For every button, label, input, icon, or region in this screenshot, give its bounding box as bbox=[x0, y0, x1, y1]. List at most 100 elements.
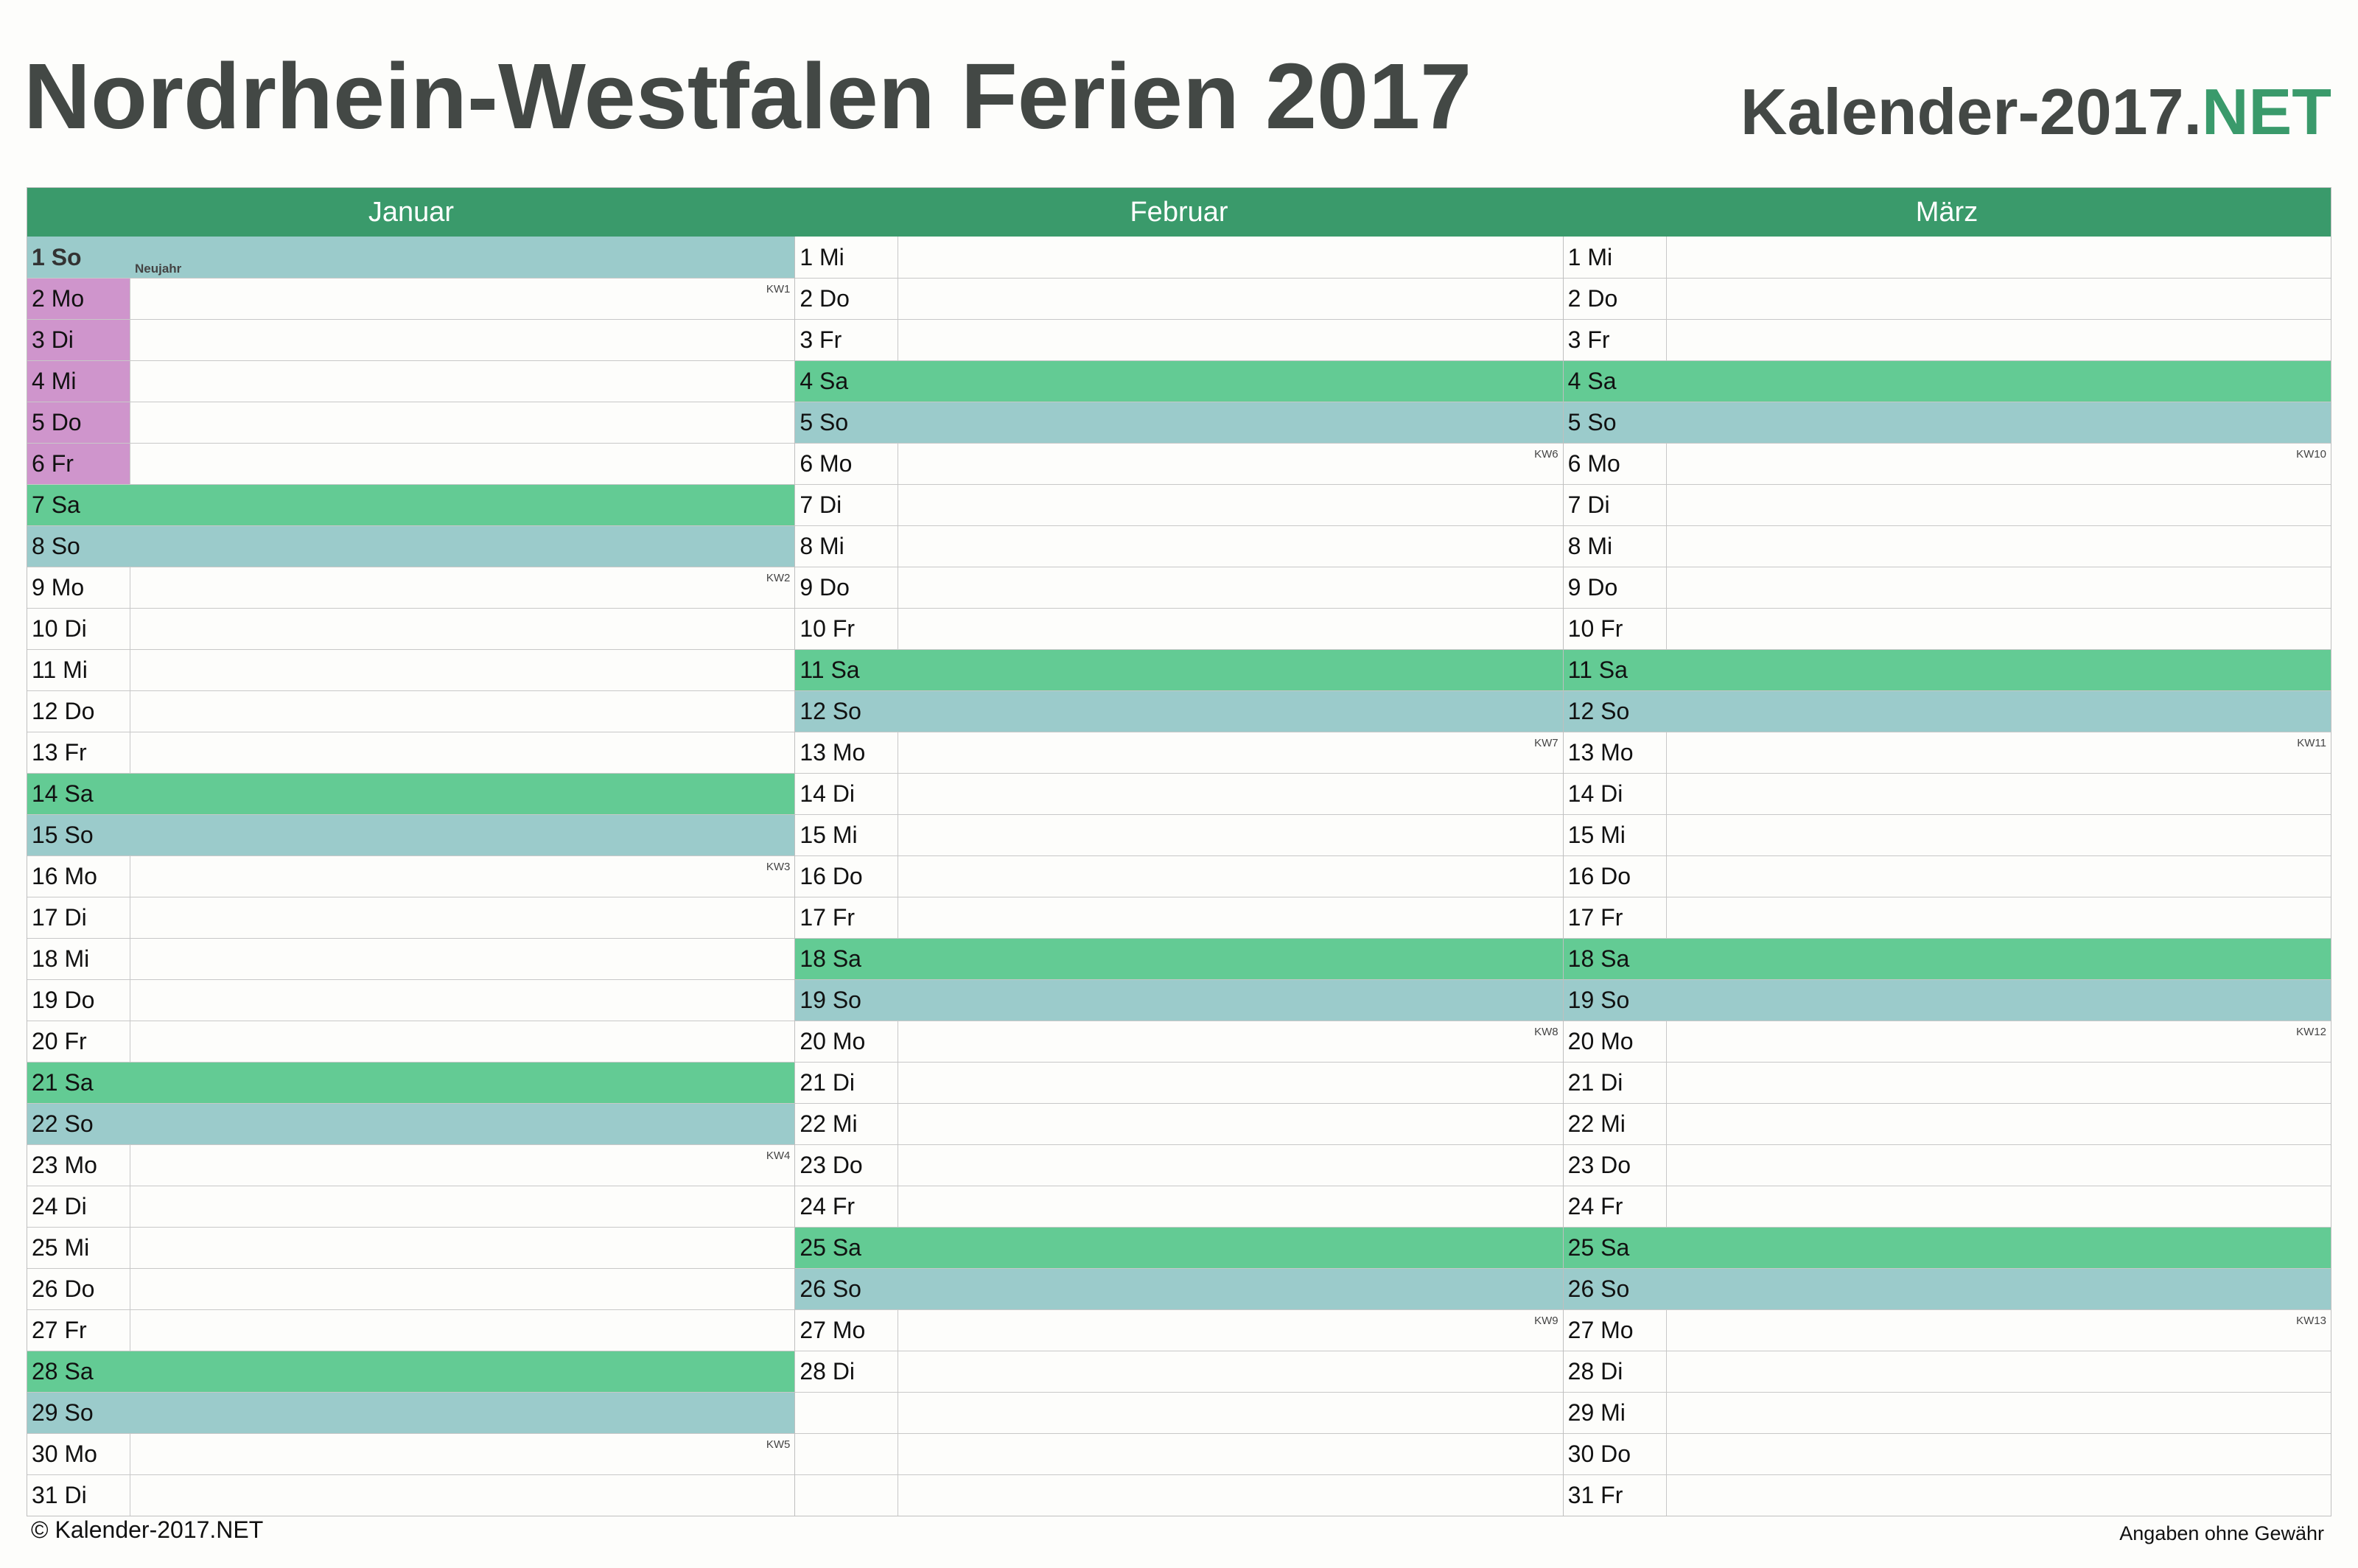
day-label: 13 Mo bbox=[1564, 732, 1667, 773]
brand-logo[interactable]: Kalender-2017.NET bbox=[1740, 80, 2331, 144]
day-label: 30 Do bbox=[1564, 1434, 1667, 1474]
day-label: 1 Mi bbox=[795, 237, 899, 278]
day-row: 10 Fr bbox=[795, 608, 1563, 649]
day-row: 2 Do bbox=[1563, 278, 2331, 319]
day-row: 21 Sa bbox=[27, 1062, 795, 1103]
day-note-cell bbox=[898, 1475, 1562, 1516]
day-row: 19 So bbox=[795, 979, 1563, 1021]
day-note-cell: KW6 bbox=[898, 444, 1562, 484]
day-note-cell: KW10 bbox=[1667, 444, 2331, 484]
day-row: 17 Di bbox=[27, 897, 795, 938]
day-label bbox=[795, 1434, 899, 1474]
day-note-cell bbox=[898, 361, 1562, 402]
day-label: 18 Mi bbox=[27, 939, 130, 979]
day-label: 18 Sa bbox=[1564, 939, 1667, 979]
day-note-cell bbox=[130, 526, 794, 567]
day-label: 3 Fr bbox=[1564, 320, 1667, 360]
day-label: 24 Fr bbox=[1564, 1186, 1667, 1227]
day-label: 23 Do bbox=[1564, 1145, 1667, 1186]
day-row: 24 Fr bbox=[795, 1186, 1563, 1227]
month-header-februar: Februar bbox=[1130, 196, 1228, 228]
day-label: 19 So bbox=[1564, 980, 1667, 1021]
calendar-table: Januar Februar März 1 So Neujahr 2 Mo KW1 3 … bbox=[27, 187, 2331, 1516]
day-label: 1 Mi bbox=[1564, 237, 1667, 278]
day-row: 2 Do bbox=[795, 278, 1563, 319]
day-row: 10 Di bbox=[27, 608, 795, 649]
day-row: 16 Mo KW3 bbox=[27, 855, 795, 897]
day-note-cell bbox=[898, 856, 1562, 897]
day-row: 30 Mo KW5 bbox=[27, 1433, 795, 1474]
disclaimer-text: Angaben ohne Gewähr bbox=[2119, 1522, 2324, 1544]
day-note-cell bbox=[130, 980, 794, 1021]
day-note-cell bbox=[1667, 526, 2331, 567]
day-note-cell bbox=[1667, 567, 2331, 608]
day-label: 21 Di bbox=[1564, 1063, 1667, 1103]
day-label: 5 So bbox=[795, 402, 899, 443]
day-note-cell bbox=[898, 237, 1562, 278]
day-note-cell: Neujahr bbox=[130, 237, 794, 278]
day-label: 19 So bbox=[795, 980, 899, 1021]
day-row: 27 Mo KW13 bbox=[1563, 1309, 2331, 1351]
day-row: 9 Do bbox=[795, 567, 1563, 608]
day-row: 17 Fr bbox=[795, 897, 1563, 938]
day-note-cell: KW9 bbox=[898, 1310, 1562, 1351]
brand-main: Kalender-2017. bbox=[1740, 75, 2202, 148]
day-note-cell bbox=[130, 1475, 794, 1516]
day-row: 23 Do bbox=[1563, 1144, 2331, 1186]
day-label: 13 Mo bbox=[795, 732, 899, 773]
day-row: 14 Di bbox=[795, 773, 1563, 814]
day-row: 20 Mo KW8 bbox=[795, 1021, 1563, 1062]
day-label: 22 So bbox=[27, 1104, 130, 1144]
day-note-cell bbox=[1667, 897, 2331, 938]
day-row: 5 Do bbox=[27, 402, 795, 443]
day-note-cell: KW5 bbox=[130, 1434, 794, 1474]
day-label: 17 Fr bbox=[1564, 897, 1667, 938]
day-row: 4 Sa bbox=[795, 360, 1563, 402]
day-note-cell bbox=[130, 609, 794, 649]
week-number: KW11 bbox=[2297, 737, 2326, 749]
day-row: 6 Mo KW10 bbox=[1563, 443, 2331, 484]
holiday-label: Neujahr bbox=[135, 262, 182, 276]
day-row: 8 So bbox=[27, 525, 795, 567]
day-row: 1 Mi bbox=[1563, 237, 2331, 278]
day-label: 31 Di bbox=[27, 1475, 130, 1516]
day-row: 1 Mi bbox=[795, 237, 1563, 278]
day-label: 15 So bbox=[27, 815, 130, 855]
day-note-cell bbox=[898, 1186, 1562, 1227]
day-row: 13 Mo KW11 bbox=[1563, 732, 2331, 773]
day-label: 27 Mo bbox=[1564, 1310, 1667, 1351]
day-label: 25 Mi bbox=[27, 1228, 130, 1268]
day-label: 2 Mo bbox=[27, 279, 130, 319]
day-note-cell bbox=[1667, 1269, 2331, 1309]
day-note-cell bbox=[130, 1393, 794, 1433]
day-note-cell: KW1 bbox=[130, 279, 794, 319]
day-label: 6 Mo bbox=[1564, 444, 1667, 484]
day-label: 25 Sa bbox=[1564, 1228, 1667, 1268]
day-row: 20 Mo KW12 bbox=[1563, 1021, 2331, 1062]
day-row: 25 Sa bbox=[795, 1227, 1563, 1268]
day-note-cell bbox=[1667, 320, 2331, 360]
day-label: 3 Fr bbox=[795, 320, 899, 360]
day-note-cell bbox=[1667, 1434, 2331, 1474]
day-row: 31 Di bbox=[27, 1474, 795, 1516]
month-header-row: Januar Februar März bbox=[27, 188, 2331, 237]
day-label: 15 Mi bbox=[795, 815, 899, 855]
day-label: 26 So bbox=[1564, 1269, 1667, 1309]
day-label: 14 Sa bbox=[27, 774, 130, 814]
day-label: 20 Mo bbox=[795, 1021, 899, 1062]
day-row: 28 Di bbox=[1563, 1351, 2331, 1392]
day-note-cell bbox=[898, 320, 1562, 360]
day-row: 21 Di bbox=[1563, 1062, 2331, 1103]
day-row: 23 Do bbox=[795, 1144, 1563, 1186]
day-row: 5 So bbox=[1563, 402, 2331, 443]
day-label: 31 Fr bbox=[1564, 1475, 1667, 1516]
day-note-cell bbox=[898, 1063, 1562, 1103]
day-label: 13 Fr bbox=[27, 732, 130, 773]
day-label: 10 Fr bbox=[795, 609, 899, 649]
day-note-cell bbox=[1667, 815, 2331, 855]
day-row: 7 Di bbox=[1563, 484, 2331, 525]
month-column: 1 So Neujahr 2 Mo KW1 3 Di 4 Mi 5 Do 6 Fr 7 Sa 8 … bbox=[27, 237, 795, 1516]
day-row: 28 Sa bbox=[27, 1351, 795, 1392]
day-row: 12 So bbox=[1563, 690, 2331, 732]
day-row: 12 Do bbox=[27, 690, 795, 732]
